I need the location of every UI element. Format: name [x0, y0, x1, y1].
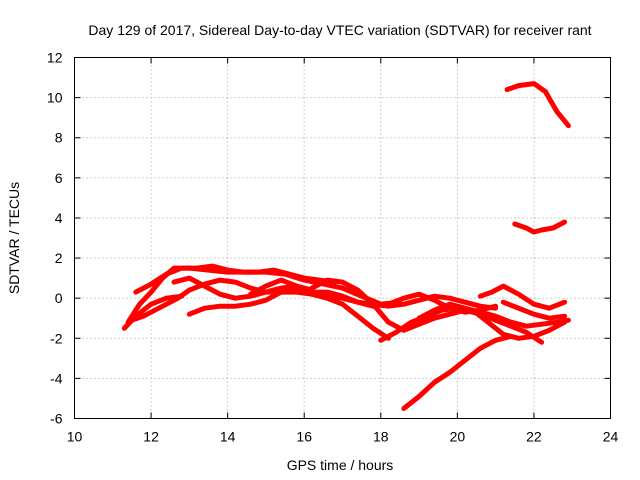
y-tick-label: 10 — [47, 90, 63, 106]
x-tick-label: 14 — [220, 429, 236, 445]
series-line-track-b — [133, 263, 338, 295]
plot-frame — [74, 57, 611, 419]
series-line-track-h — [309, 277, 545, 345]
series-line-track-m — [500, 299, 568, 321]
series-line-track-j — [401, 333, 514, 411]
grid-lines — [74, 57, 611, 419]
chart-title: Day 129 of 2017, Sidereal Day-to-day VTE… — [88, 22, 591, 38]
x-tick-label: 22 — [526, 429, 542, 445]
series-line-track-l — [477, 283, 568, 311]
series-line-track-g — [248, 277, 391, 341]
x-tick-label: 20 — [450, 429, 466, 445]
series-line-track-o — [512, 219, 568, 235]
y-axis-label: SDTVAR / TECUs — [6, 182, 22, 294]
y-tick-label: -2 — [50, 330, 63, 346]
y-tick-label: 4 — [55, 210, 63, 226]
x-axis-label: GPS time / hours — [287, 457, 394, 473]
data-series — [121, 81, 571, 411]
x-tick-label: 16 — [296, 429, 312, 445]
series-line-track-k — [416, 301, 571, 329]
x-tick-label: 10 — [67, 429, 83, 445]
y-tick-label: 2 — [55, 250, 63, 266]
x-tick-label: 18 — [373, 429, 389, 445]
y-tick-label: 12 — [47, 50, 63, 66]
series-line-track-n — [504, 81, 571, 129]
y-tick-label: 6 — [55, 170, 63, 186]
x-tick-label: 24 — [603, 429, 619, 445]
x-tick-label: 12 — [143, 429, 159, 445]
series-line-track-d — [171, 275, 315, 301]
y-tick-label: 8 — [55, 130, 63, 146]
y-tick-label: 0 — [55, 290, 63, 306]
y-tick-label: -6 — [50, 411, 63, 427]
y-tick-label: -4 — [50, 370, 63, 386]
